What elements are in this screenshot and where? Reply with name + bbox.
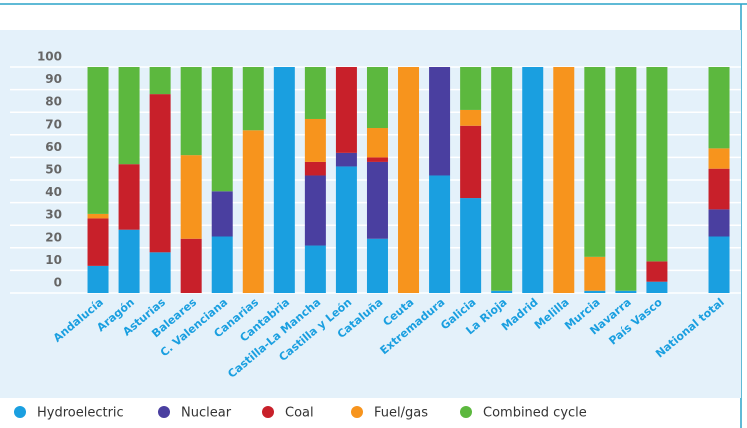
legend-label: Nuclear [181, 406, 232, 421]
bar-segment [211, 236, 233, 293]
bar-segment [335, 67, 357, 153]
bar-segment [460, 125, 482, 199]
bar-segment [180, 155, 202, 239]
bar-segment [273, 67, 295, 293]
bar-segment [304, 118, 326, 162]
bar-segment [118, 67, 140, 165]
y-tick-label: 90 [45, 72, 62, 86]
bar-segment [646, 261, 668, 282]
legend-marker [351, 406, 363, 418]
bar-segment [460, 198, 482, 293]
bar-segment [708, 148, 730, 169]
legend-label: Hydroelectric [37, 406, 124, 421]
y-tick-label: 20 [45, 230, 62, 244]
bar-segment [242, 130, 264, 293]
legend-label: Coal [285, 406, 314, 421]
bar-segment [491, 67, 513, 291]
bar-segment [429, 175, 451, 293]
bar-segment [304, 175, 326, 246]
bar-segment [87, 265, 109, 293]
bar-segment [553, 67, 575, 293]
bar-segment [118, 164, 140, 230]
bar-segment [646, 67, 668, 262]
bar-segment [708, 168, 730, 210]
bar-segment [211, 67, 233, 192]
bar-segment [366, 161, 388, 239]
bar-segment [304, 161, 326, 176]
bar-segment [211, 191, 233, 237]
bar-segment [149, 252, 171, 293]
bar-segment [584, 256, 606, 291]
bar-segment [87, 67, 109, 214]
bar-segment [180, 238, 202, 293]
y-tick-label: 30 [45, 208, 62, 222]
bar-segment [366, 67, 388, 129]
bar-segment [398, 67, 420, 293]
bar-segment [304, 245, 326, 293]
bar-segment [180, 67, 202, 156]
bar-segment [149, 94, 171, 253]
bar-segment [429, 67, 451, 176]
bar-segment [87, 213, 109, 219]
bar-segment [522, 67, 544, 293]
bar-segment [615, 67, 637, 291]
bar-segment [149, 67, 171, 95]
bar-segment [708, 67, 730, 149]
y-tick-label: 40 [45, 185, 62, 199]
legend-label: Fuel/gas [374, 406, 428, 421]
bar-segment [242, 67, 264, 131]
bar-segment [335, 152, 357, 167]
bar-segment [335, 166, 357, 293]
bar-segment [708, 236, 730, 293]
y-tick-label: 0 [54, 276, 62, 290]
bar-segment [366, 157, 388, 162]
y-tick-label: 10 [45, 253, 62, 267]
bar-segment [118, 229, 140, 293]
bar-segment [304, 67, 326, 119]
legend-marker [158, 406, 170, 418]
y-tick-label: 60 [45, 140, 62, 154]
legend-marker [14, 406, 26, 418]
bar-segment [366, 238, 388, 293]
legend-label: Combined cycle [483, 406, 587, 421]
y-tick-label: 80 [45, 95, 62, 109]
bar-segment [87, 218, 109, 266]
bar-segment [584, 67, 606, 257]
bar-segment [491, 290, 513, 293]
bar-segment [584, 290, 606, 293]
y-tick-label: 50 [45, 163, 62, 177]
legend-marker [262, 406, 274, 418]
y-tick-label: 100 [37, 50, 62, 64]
bar-segment [366, 128, 388, 158]
bar-segment [615, 290, 637, 293]
bar-segment [460, 67, 482, 110]
legend-marker [460, 406, 472, 418]
y-tick-label: 70 [45, 117, 62, 131]
bar-segment [460, 109, 482, 126]
bar-segment [708, 209, 730, 237]
bar-segment [646, 281, 668, 293]
